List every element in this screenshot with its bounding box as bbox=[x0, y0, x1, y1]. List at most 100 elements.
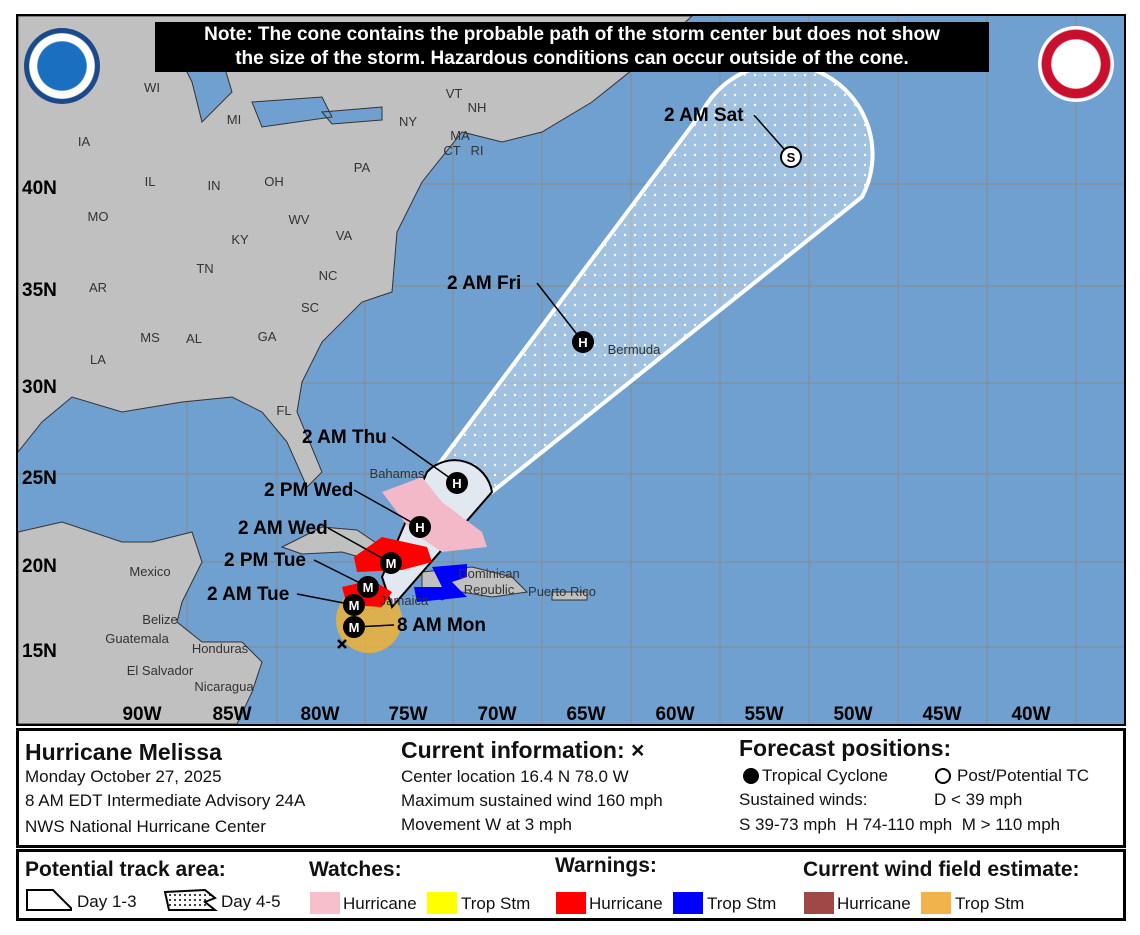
place-label: Guatemala bbox=[105, 631, 169, 646]
forecast-time-label: 8 AM Mon bbox=[397, 615, 486, 636]
place-label: Nicaragua bbox=[194, 679, 254, 694]
forecast-point-m-icon bbox=[380, 552, 402, 574]
forecast-time-label: 2 PM Wed bbox=[264, 480, 353, 501]
tc-label: Tropical Cyclone bbox=[762, 766, 888, 785]
latitude-label: 25N bbox=[22, 468, 57, 489]
day-1-3-cone-icon bbox=[26, 889, 72, 911]
land-puerto-rico bbox=[551, 591, 588, 601]
forecast-time-label: 2 AM Tue bbox=[207, 584, 289, 605]
leader-line bbox=[391, 436, 458, 484]
forecast-point-symbol: H bbox=[452, 476, 461, 491]
longitude-label: 65W bbox=[566, 704, 605, 724]
place-label: LA bbox=[90, 352, 106, 367]
note-line-2: the size of the storm. Hazardous conditi… bbox=[235, 48, 909, 69]
watch-hurricane bbox=[382, 477, 487, 552]
forecast-point-h-icon bbox=[409, 516, 431, 538]
storm-name: Hurricane Melissa bbox=[25, 739, 222, 765]
forecast-point-symbol: M bbox=[363, 580, 374, 595]
leader-line bbox=[327, 527, 392, 564]
center-location: Center location 16.4 N 78.0 W bbox=[401, 767, 629, 786]
nws-logo bbox=[1038, 26, 1114, 102]
sustained-winds-label: Sustained winds: bbox=[739, 790, 868, 809]
cone-day-4-5 bbox=[435, 61, 875, 495]
max-wind: Maximum sustained wind 160 mph bbox=[401, 791, 663, 810]
forecast-point-m-icon bbox=[357, 576, 379, 598]
forecast-point-symbol: H bbox=[415, 520, 424, 535]
warn-ts-label: Trop Stm bbox=[707, 894, 777, 913]
place-label: NH bbox=[468, 100, 487, 115]
place-label: IL bbox=[145, 174, 156, 189]
place-label: KY bbox=[231, 232, 249, 247]
latitude-label: 35N bbox=[22, 280, 57, 301]
watch-hurricane-label: Hurricane bbox=[343, 894, 417, 913]
place-label: AL bbox=[186, 331, 202, 346]
warn-hurricane-swatch bbox=[556, 892, 586, 914]
place-label: NY bbox=[399, 114, 417, 129]
wind-hurricane-label: Hurricane bbox=[837, 894, 911, 913]
longitude-label: 90W bbox=[122, 704, 161, 724]
forecast-point-symbol: M bbox=[386, 556, 397, 571]
latitude-label: 40N bbox=[22, 178, 57, 199]
land-north-america bbox=[18, 16, 693, 488]
forecast-point-s-icon bbox=[780, 146, 802, 168]
warning-trop-storm bbox=[414, 564, 467, 602]
place-label: WV bbox=[289, 212, 310, 227]
place-label: CT bbox=[443, 143, 460, 158]
forecast-point-m-icon bbox=[343, 594, 365, 616]
forecast-time-label: 2 AM Wed bbox=[238, 518, 328, 539]
place-label: Belize bbox=[142, 612, 177, 627]
place-label: MS bbox=[140, 330, 160, 345]
longitude-label: 75W bbox=[388, 704, 427, 724]
place-label: Honduras bbox=[192, 641, 249, 656]
longitude-label: 55W bbox=[744, 704, 783, 724]
longitude-label: 85W bbox=[212, 704, 251, 724]
land bbox=[18, 16, 693, 724]
place-label: RI bbox=[471, 143, 484, 158]
date: Monday October 27, 2025 bbox=[25, 767, 222, 786]
place-label: Republic bbox=[464, 582, 515, 597]
forecast-point-h-icon bbox=[572, 331, 594, 353]
longitude-label: 60W bbox=[655, 704, 694, 724]
issuer: NWS National Hurricane Center bbox=[25, 817, 266, 836]
forecast-time-label: 2 AM Thu bbox=[302, 427, 387, 448]
map-canvas: 90W 85W 80W 75W 70W 65W 60W 55W 50W 45W 40W 40N 35N 3… bbox=[18, 16, 1124, 724]
ptc-label: Post/Potential TC bbox=[957, 766, 1089, 785]
leader-line bbox=[353, 489, 421, 528]
forecast-time-label: 2 AM Fri bbox=[447, 273, 521, 294]
info-panel: Hurricane Melissa Monday October 27, 202… bbox=[16, 728, 1126, 848]
place-label: Jamaica bbox=[380, 593, 429, 608]
noaa-logo bbox=[24, 28, 100, 104]
forecast-points: M 8 AM Mon M 2 AM Tue M 2 PM Tue M 2 AM Wed H 2 P… bbox=[207, 105, 802, 649]
place-label: Dominican bbox=[458, 566, 519, 581]
watches-title: Watches: bbox=[309, 858, 402, 881]
forecast-point-symbol: M bbox=[349, 620, 360, 635]
forecast-point-symbol: H bbox=[578, 335, 587, 350]
longitude-label: 45W bbox=[922, 704, 961, 724]
warn-hurricane-label: Hurricane bbox=[589, 894, 663, 913]
note-line-1: Note: The cone contains the probable pat… bbox=[204, 24, 940, 45]
wind-ts-label: Trop Stm bbox=[955, 894, 1025, 913]
watch-ts-swatch bbox=[427, 892, 457, 914]
land-mexico-central-america bbox=[18, 521, 263, 724]
place-label: El Salvador bbox=[127, 663, 194, 678]
place-label: PA bbox=[354, 160, 371, 175]
place-label: TN bbox=[196, 261, 213, 276]
warnings-title: Warnings: bbox=[555, 854, 657, 877]
place-label: Bahamas bbox=[370, 466, 425, 481]
place-label: VT bbox=[446, 86, 463, 101]
place-label: MO bbox=[88, 209, 109, 224]
place-label: IA bbox=[78, 134, 91, 149]
latitude-label: 20N bbox=[22, 556, 57, 577]
map: 90W 85W 80W 75W 70W 65W 60W 55W 50W 45W 40W 40N 35N 3… bbox=[16, 14, 1126, 726]
latitude-label: 30N bbox=[22, 377, 57, 398]
place-label: MI bbox=[227, 112, 241, 127]
leader-line bbox=[536, 282, 584, 343]
day-4-5-cone-icon bbox=[163, 888, 218, 911]
legend-panel: Potential track area: Day 1-3 Day 4-5 Wa… bbox=[16, 849, 1126, 921]
longitude-label: 50W bbox=[833, 704, 872, 724]
place-label: GA bbox=[258, 329, 277, 344]
current-position-x-icon bbox=[337, 639, 347, 649]
forecast-time-label: 2 PM Tue bbox=[224, 550, 306, 571]
place-label: Mexico bbox=[129, 564, 170, 579]
watch-ts-label: Trop Stm bbox=[461, 894, 531, 913]
